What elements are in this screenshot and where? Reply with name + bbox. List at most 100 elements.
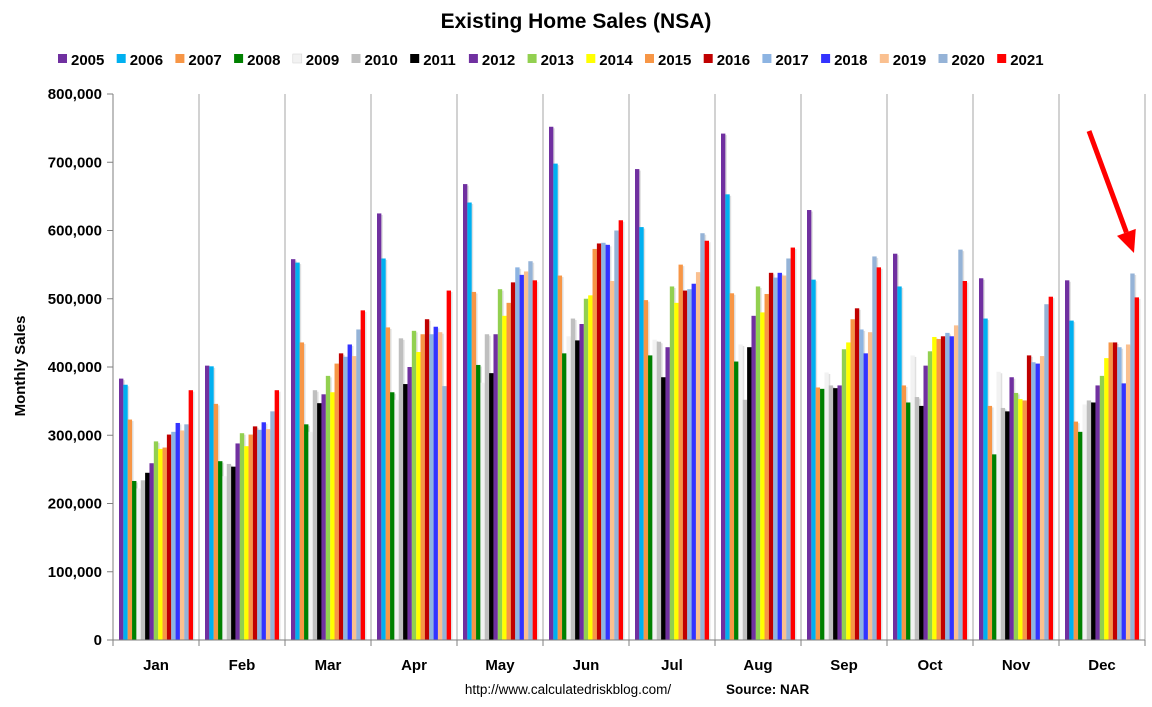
bar-2009-sep bbox=[824, 372, 829, 640]
bar-2006-oct bbox=[897, 286, 902, 640]
bar-2006-aug bbox=[725, 194, 730, 640]
bar-2006-nov bbox=[983, 318, 988, 640]
bar-2012-oct bbox=[923, 365, 928, 640]
bar-2016-oct bbox=[940, 336, 946, 640]
bar-2006-feb bbox=[209, 366, 214, 640]
bar-2013-jul bbox=[669, 286, 675, 640]
bar-2013-sep bbox=[841, 349, 847, 640]
bar-2012-jul bbox=[665, 347, 670, 640]
bar-2015-jan bbox=[162, 447, 167, 640]
bar-2014-jul bbox=[674, 302, 679, 640]
bar-2017-nov bbox=[1031, 362, 1036, 640]
bar-2012-jan bbox=[149, 463, 154, 640]
bar-2012-nov bbox=[1009, 377, 1014, 640]
bar-2013-jun bbox=[583, 298, 589, 640]
bar-2019-dec bbox=[1125, 344, 1131, 640]
x-tick-label: Mar bbox=[315, 657, 342, 674]
bar-2018-jan bbox=[175, 422, 180, 640]
x-tick-labels: Jan Feb Mar Apr May Jun Jul Aug Sep Oct Nov Dec bbox=[143, 657, 1116, 674]
bar-2009-jun bbox=[566, 336, 571, 640]
bar-2016-apr bbox=[424, 319, 430, 640]
bar-2014-may bbox=[502, 315, 507, 640]
x-tick-label: Oct bbox=[917, 657, 942, 674]
bar-2020-may bbox=[528, 261, 533, 640]
bar-2020-dec bbox=[1130, 273, 1135, 640]
bar-2007-jun bbox=[557, 275, 563, 640]
bar-2020-nov bbox=[1044, 304, 1049, 640]
bar-2010-jan bbox=[140, 480, 146, 640]
axes bbox=[107, 93, 1146, 646]
legend-swatch bbox=[762, 54, 772, 63]
bar-2006-mar bbox=[295, 262, 300, 640]
bar-2021-jan bbox=[188, 390, 193, 640]
bar-2021-aug bbox=[790, 247, 795, 640]
source-credit: Source: NAR bbox=[726, 682, 810, 697]
bar-2014-sep bbox=[846, 342, 851, 640]
bar-2016-may bbox=[510, 282, 516, 640]
bar-2010-jun bbox=[570, 318, 576, 640]
bar-2017-apr bbox=[429, 334, 434, 640]
legend-swatch bbox=[292, 53, 303, 64]
bar-2013-dec bbox=[1099, 375, 1105, 640]
bar-2014-jun bbox=[588, 295, 593, 640]
bar-2016-mar bbox=[338, 353, 344, 640]
bar-2012-apr bbox=[407, 367, 412, 640]
y-tick-label: 400,000 bbox=[48, 359, 102, 376]
bar-2008-apr bbox=[390, 392, 395, 640]
grid-lines bbox=[198, 94, 1146, 640]
bar-2008-mar bbox=[304, 424, 309, 640]
bar-2005-dec bbox=[1065, 280, 1070, 640]
x-tick-label: Nov bbox=[1002, 657, 1031, 674]
bar-2010-may bbox=[484, 334, 490, 640]
legend-entry: 2005 bbox=[71, 52, 104, 69]
bar-2017-mar bbox=[343, 356, 348, 640]
bar-2005-feb bbox=[205, 365, 210, 640]
bar-2005-mar bbox=[291, 259, 296, 640]
bar-2008-jul bbox=[648, 355, 653, 640]
bar-2007-aug bbox=[729, 293, 735, 640]
legend-swatch bbox=[586, 54, 596, 63]
legend-entry: 2008 bbox=[247, 52, 280, 69]
bar-2015-feb bbox=[248, 434, 253, 640]
bar-2009-nov bbox=[996, 371, 1001, 640]
y-tick-label: 100,000 bbox=[48, 564, 102, 581]
bar-2011-apr bbox=[403, 384, 408, 640]
bar-2010-nov bbox=[1000, 407, 1006, 640]
bar-2015-oct bbox=[936, 339, 941, 640]
bar-2008-sep bbox=[820, 388, 825, 640]
bar-2014-mar bbox=[330, 392, 335, 640]
bar-2020-sep bbox=[872, 256, 877, 640]
bar-2008-nov bbox=[992, 454, 997, 640]
bar-2014-feb bbox=[244, 446, 249, 640]
legend-entry: 2013 bbox=[541, 52, 574, 69]
x-tick-label: Jan bbox=[143, 657, 169, 674]
bar-2015-apr bbox=[420, 334, 425, 640]
bar-2011-nov bbox=[1005, 411, 1010, 640]
bar-2010-sep bbox=[828, 385, 834, 640]
bar-2012-dec bbox=[1095, 385, 1100, 640]
bar-2009-jul bbox=[652, 339, 657, 640]
bar-2012-feb bbox=[235, 443, 240, 640]
y-tick-label: 800,000 bbox=[48, 86, 102, 103]
bar-2021-jun bbox=[618, 220, 623, 640]
legend-entry: 2021 bbox=[1010, 52, 1043, 69]
bar-2011-feb bbox=[231, 466, 236, 640]
legend-swatch bbox=[879, 54, 889, 63]
legend-swatch bbox=[527, 54, 537, 63]
bar-2020-aug bbox=[786, 258, 791, 640]
bar-2021-mar bbox=[360, 310, 365, 640]
bar-2020-oct bbox=[958, 249, 963, 641]
bar-2008-jan bbox=[132, 480, 137, 640]
bar-2011-sep bbox=[833, 388, 838, 640]
bar-2007-dec bbox=[1073, 421, 1079, 640]
bar-2017-oct bbox=[945, 332, 950, 640]
legend-entry: 2011 bbox=[423, 52, 456, 69]
bar-2011-mar bbox=[317, 403, 322, 640]
arrow-shaft bbox=[1086, 130, 1129, 234]
bar-2008-oct bbox=[906, 402, 911, 640]
legend-swatch bbox=[58, 54, 67, 63]
chart-title: Existing Home Sales (NSA) bbox=[441, 10, 712, 33]
bar-2021-dec bbox=[1134, 297, 1139, 640]
bar-2011-dec bbox=[1091, 402, 1096, 640]
